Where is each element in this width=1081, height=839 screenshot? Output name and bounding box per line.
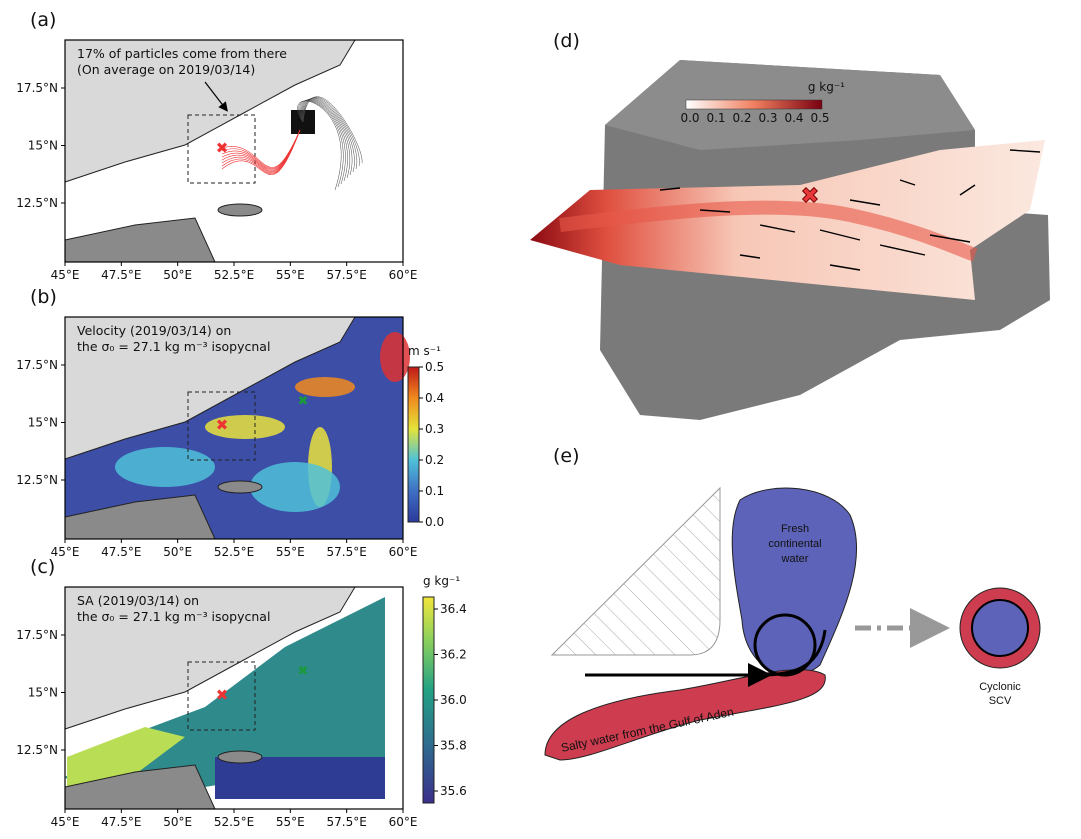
x-tick-label: 50°E: [163, 815, 192, 829]
y-tick-label: 15°N: [28, 139, 58, 153]
x-tick-label: 50°E: [163, 268, 192, 282]
colorbar-unit: g kg⁻¹: [808, 80, 845, 94]
y-tick-label: 12.5°N: [16, 473, 58, 487]
colorbar-tick-label: 0.3: [425, 422, 444, 436]
colorbar-tick-label: 0.4: [425, 391, 444, 405]
figure: ✖ ✖ (a) 17% of particles come from there(On…: [0, 0, 1081, 839]
panel-label: (c): [30, 556, 55, 578]
velocity-blob: [380, 332, 410, 382]
fresh-label: continental: [768, 538, 821, 550]
annotation: the σ₀ = 27.1 kg m⁻³ isopycnal: [77, 339, 270, 354]
coast-slope: [552, 488, 720, 655]
velocity-blob: [115, 447, 215, 487]
colorbar: [408, 367, 419, 522]
y-tick-label: 17.5°N: [16, 358, 58, 372]
site-marker: ✖: [801, 184, 819, 209]
y-tick-label: 12.5°N: [16, 196, 58, 210]
release-marker: ✖: [298, 394, 309, 409]
colorbar-tick-label: 35.6: [440, 784, 467, 798]
colorbar-unit: g kg⁻¹: [423, 574, 460, 588]
x-tick-label: 52.5°E: [214, 268, 254, 282]
island: [218, 204, 262, 216]
fresh-label: Fresh: [781, 523, 809, 535]
fresh-label: water: [781, 553, 809, 565]
map-panel: ✖✖(a)17% of particles come from there(On…: [16, 9, 417, 282]
colorbar: [686, 100, 822, 109]
colorbar-tick-label: 0.5: [425, 360, 444, 374]
colorbar-tick-label: 0.0: [680, 111, 699, 125]
panel-label: (b): [30, 286, 57, 308]
panel-label: (a): [30, 9, 56, 31]
x-tick-label: 57.5°E: [327, 268, 367, 282]
x-tick-label: 55°E: [276, 545, 305, 559]
x-tick-label: 45°E: [51, 815, 80, 829]
colorbar-tick-label: 0.3: [758, 111, 777, 125]
release-marker: ✖: [298, 664, 309, 679]
site-marker: ✖: [216, 416, 229, 434]
colorbar: [423, 597, 434, 803]
colorbar-tick-label: 36.2: [440, 648, 467, 662]
island: [218, 481, 262, 493]
annotation: (On average on 2019/03/14): [77, 62, 255, 77]
panel-label: (e): [553, 445, 580, 467]
colorbar-tick-label: 0.2: [425, 453, 444, 467]
annotation: Velocity (2019/03/14) on: [77, 323, 231, 338]
x-tick-label: 52.5°E: [214, 545, 254, 559]
panel-e: (e) Fresh continental water Salty water …: [545, 445, 1040, 760]
fresh-water: [732, 488, 856, 676]
scv-core: [972, 600, 1028, 656]
y-tick-label: 12.5°N: [16, 743, 58, 757]
island: [218, 751, 262, 763]
panel-d: (d) ✖ g kg⁻¹ 0.0 0.1 0.2 0.3 0.4 0.5: [530, 30, 1050, 420]
map-panels: ✖ ✖ (a) 17% of particles come from there(On…: [16, 9, 466, 829]
x-tick-label: 60°E: [389, 815, 418, 829]
colorbar-tick-label: 0.1: [425, 484, 444, 498]
x-tick-label: 55°E: [276, 815, 305, 829]
colorbar-unit: m s⁻¹: [408, 344, 441, 358]
x-tick-label: 57.5°E: [327, 815, 367, 829]
y-tick-label: 17.5°N: [16, 628, 58, 642]
scv-label: Cyclonic: [979, 681, 1021, 693]
site-marker: ✖: [216, 686, 229, 704]
velocity-blob: [250, 462, 340, 512]
x-tick-label: 57.5°E: [327, 545, 367, 559]
x-tick-label: 60°E: [389, 268, 418, 282]
x-tick-label: 45°E: [51, 268, 80, 282]
annotation: 17% of particles come from there: [77, 46, 287, 61]
panel-label: (d): [553, 30, 580, 52]
colorbar-tick-label: 0.1: [706, 111, 725, 125]
y-tick-label: 17.5°N: [16, 81, 58, 95]
annotation: the σ₀ = 27.1 kg m⁻³ isopycnal: [77, 609, 270, 624]
x-tick-label: 52.5°E: [214, 815, 254, 829]
colorbar-tick-label: 0.0: [425, 515, 444, 529]
colorbar-tick-label: 0.4: [784, 111, 803, 125]
colorbar-tick-label: 0.5: [810, 111, 829, 125]
colorbar-tick-label: 35.8: [440, 739, 467, 753]
x-tick-label: 47.5°E: [101, 268, 141, 282]
colorbar-tick-label: 36.4: [440, 602, 467, 616]
x-tick-label: 50°E: [163, 545, 192, 559]
x-tick-label: 55°E: [276, 268, 305, 282]
x-tick-label: 47.5°E: [101, 815, 141, 829]
colorbar-tick-label: 0.2: [732, 111, 751, 125]
colorbar-tick-label: 36.0: [440, 693, 467, 707]
annotation: SA (2019/03/14) on: [77, 593, 199, 608]
scv-label: SCV: [989, 695, 1012, 707]
x-tick-label: 60°E: [389, 545, 418, 559]
y-tick-label: 15°N: [28, 416, 58, 430]
y-tick-label: 15°N: [28, 686, 58, 700]
x-tick-label: 47.5°E: [101, 545, 141, 559]
